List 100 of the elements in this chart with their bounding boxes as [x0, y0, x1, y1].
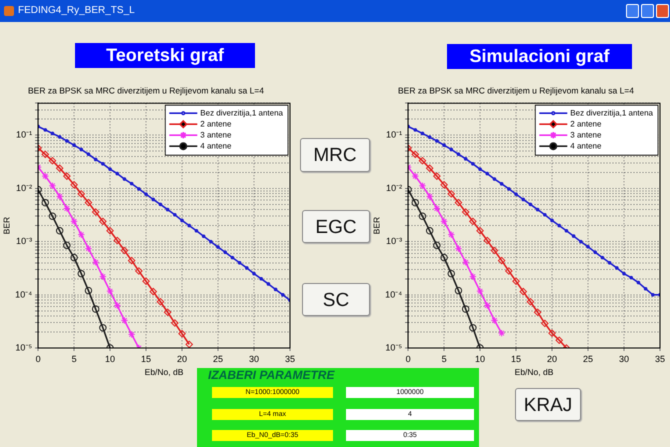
point — [454, 244, 462, 252]
point — [63, 172, 71, 180]
y-tick-label: 10⁻¹ — [16, 130, 32, 140]
point — [448, 270, 455, 278]
point — [56, 192, 64, 200]
point — [48, 182, 56, 190]
x-tick-label: 15 — [511, 354, 522, 364]
point — [48, 212, 56, 220]
point — [426, 227, 434, 234]
legend-label: 3 antene — [200, 130, 232, 140]
point — [433, 242, 441, 250]
point — [548, 329, 556, 337]
x-axis-title: Eb/No, dB — [514, 367, 554, 378]
legend-label: Bez diverzitija,1 antena — [570, 108, 654, 118]
point — [412, 172, 419, 180]
point — [462, 258, 470, 266]
chart-subtitle: Teoretski graf — [75, 43, 255, 68]
point — [462, 208, 470, 216]
legend-label: 3 antene — [570, 130, 602, 140]
point — [426, 164, 434, 172]
point — [42, 150, 49, 158]
chart-title: BER za BPSK sa MRC diverzitijem u Rejlijevom kanalu sa L=4 — [28, 85, 264, 96]
point — [469, 272, 477, 280]
point — [78, 270, 85, 278]
point — [454, 198, 462, 206]
point — [498, 329, 506, 337]
point — [114, 302, 121, 310]
x-tick-label: 15 — [141, 354, 152, 364]
point — [78, 230, 85, 238]
y-tick-label: 10⁻² — [386, 182, 402, 193]
point — [448, 230, 455, 238]
x-tick-label: 0 — [406, 354, 411, 364]
point — [114, 236, 121, 244]
point — [70, 181, 78, 188]
text: SC — [302, 283, 370, 316]
x-tick-label: 5 — [442, 354, 447, 364]
point — [512, 278, 520, 285]
text: IZABERI PARAMETRE — [205, 368, 338, 382]
x-tick-label: 0 — [36, 354, 41, 364]
x-tick-label: 30 — [619, 354, 630, 364]
point — [186, 340, 193, 348]
point — [534, 308, 542, 316]
point — [433, 204, 441, 212]
point — [440, 181, 448, 188]
x-axis-title: Eb/No, dB — [144, 367, 184, 378]
point — [70, 254, 78, 262]
point — [171, 319, 179, 327]
point — [106, 287, 114, 295]
point — [484, 302, 491, 310]
point — [135, 267, 143, 275]
point — [433, 172, 441, 180]
point — [418, 157, 426, 164]
text: MRC — [300, 138, 370, 172]
point — [454, 286, 462, 294]
legend-label: 2 antene — [200, 119, 232, 128]
y-tick-label: 10⁻³ — [16, 236, 32, 246]
point — [426, 192, 434, 200]
point — [476, 227, 484, 234]
y-tick-label: 10⁻⁴ — [385, 289, 402, 300]
x-tick-label: 20 — [177, 354, 188, 364]
legend-label: 4 antene — [200, 141, 232, 150]
point — [448, 190, 455, 198]
chart-subtitle: Simulacioni graf — [447, 44, 632, 69]
point — [498, 256, 506, 264]
x-tick-label: 30 — [249, 354, 260, 364]
point — [418, 212, 426, 220]
chart-title: BER za BPSK sa MRC diverzitijem u Rejlijevom kanalu sa L=4 — [398, 85, 634, 96]
point — [412, 198, 419, 206]
y-axis-title: BER — [1, 216, 12, 234]
point — [556, 336, 563, 344]
y-tick-label: 10⁻⁴ — [15, 289, 32, 300]
point — [490, 316, 498, 324]
point — [484, 236, 491, 244]
legend-label: 2 antene — [570, 119, 602, 128]
x-tick-label: 10 — [475, 354, 486, 364]
point — [56, 227, 64, 234]
point — [42, 172, 49, 180]
y-tick-label: 10⁻⁵ — [15, 342, 32, 352]
point — [84, 286, 92, 294]
point — [70, 218, 78, 226]
point — [541, 320, 549, 328]
point — [92, 258, 100, 266]
x-tick-label: 35 — [284, 354, 296, 364]
point — [440, 254, 448, 262]
x-tick-label: 10 — [105, 354, 116, 364]
x-tick-label: 25 — [583, 354, 594, 364]
text: FEDING4_Ry_BER_TS_L — [0, 0, 670, 22]
point — [128, 256, 136, 264]
point — [63, 204, 71, 212]
point — [526, 298, 534, 306]
point — [462, 305, 470, 313]
point — [469, 218, 477, 226]
y-axis-title: BER — [371, 216, 382, 234]
x-tick-label: 20 — [547, 354, 558, 364]
point — [120, 246, 128, 254]
legend-label: Bez diverzitija,1 antena — [200, 108, 284, 118]
x-tick-label: 25 — [213, 354, 224, 364]
point — [56, 164, 64, 172]
y-tick-label: 10⁻³ — [386, 236, 402, 246]
point — [63, 242, 71, 250]
